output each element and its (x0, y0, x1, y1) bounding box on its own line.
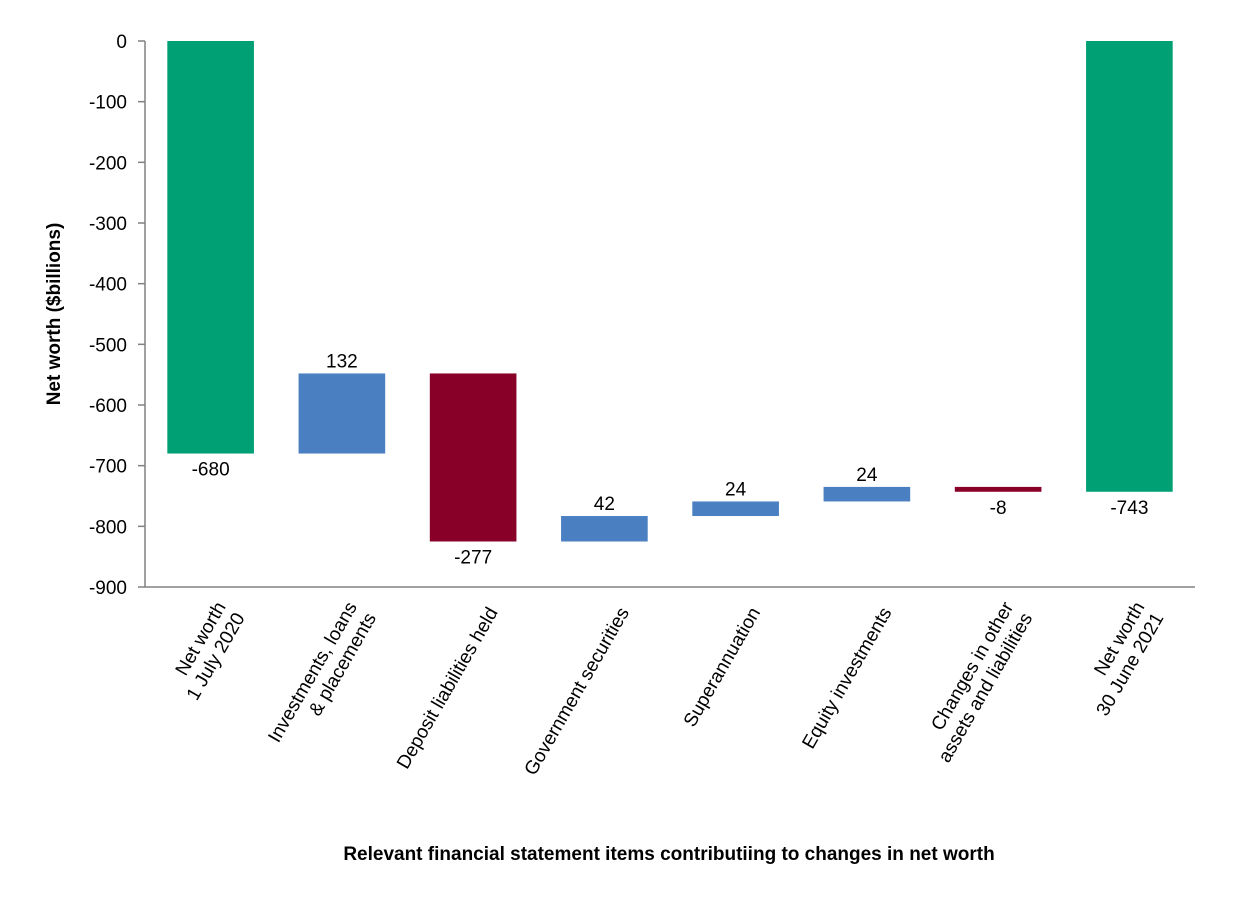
bar-total (167, 41, 254, 454)
category-label: Government securities (521, 604, 634, 779)
y-tick-label: -700 (89, 457, 127, 478)
y-tick-label: 0 (116, 32, 127, 53)
data-label: -680 (192, 460, 230, 481)
bar-decrease (954, 486, 1042, 492)
bar-increase (692, 501, 779, 517)
category-label-line: Deposit liabilities held (393, 604, 503, 773)
data-label: 132 (326, 351, 358, 372)
category-label: Equity investments (798, 604, 896, 753)
y-tick-label: -100 (89, 93, 127, 114)
y-tick-label: -400 (89, 275, 127, 296)
data-label: -277 (454, 548, 492, 569)
data-label: 42 (594, 494, 615, 515)
category-label-line: Superannuation (680, 604, 765, 731)
data-labels: -680 132 -277 42 24 24 -8 -743 (192, 351, 1149, 568)
bars-group (167, 41, 1173, 542)
y-tick-label: -300 (89, 214, 127, 235)
y-axis-title: Net worth ($billions) (44, 223, 65, 406)
bar-total (1086, 41, 1173, 492)
y-tick-label: -500 (89, 335, 127, 356)
y-tick-labels: 0 -100 -200 -300 -400 -500 -600 -700 -800 -900 (89, 32, 145, 599)
category-label: Superannuation (680, 604, 765, 731)
data-label: 24 (725, 479, 747, 500)
category-label-line: Government securities (521, 604, 634, 779)
category-label: Investments, loans& placements (264, 599, 380, 747)
bar-increase (561, 516, 648, 542)
bar-decrease (429, 373, 517, 542)
y-tick-label: -200 (89, 153, 127, 174)
bar-increase (823, 486, 911, 502)
bar-increase (298, 373, 386, 454)
x-axis-title: Relevant financial statement items contr… (343, 844, 994, 865)
data-label: -8 (990, 498, 1007, 519)
y-tick-label: -600 (89, 396, 127, 417)
category-label-line: Equity investments (798, 604, 896, 753)
data-label: 24 (856, 465, 878, 486)
y-tick-label: -800 (89, 517, 127, 538)
category-label: Deposit liabilities held (393, 604, 503, 773)
data-label: -743 (1110, 498, 1148, 519)
y-tick-label: -900 (89, 578, 127, 599)
